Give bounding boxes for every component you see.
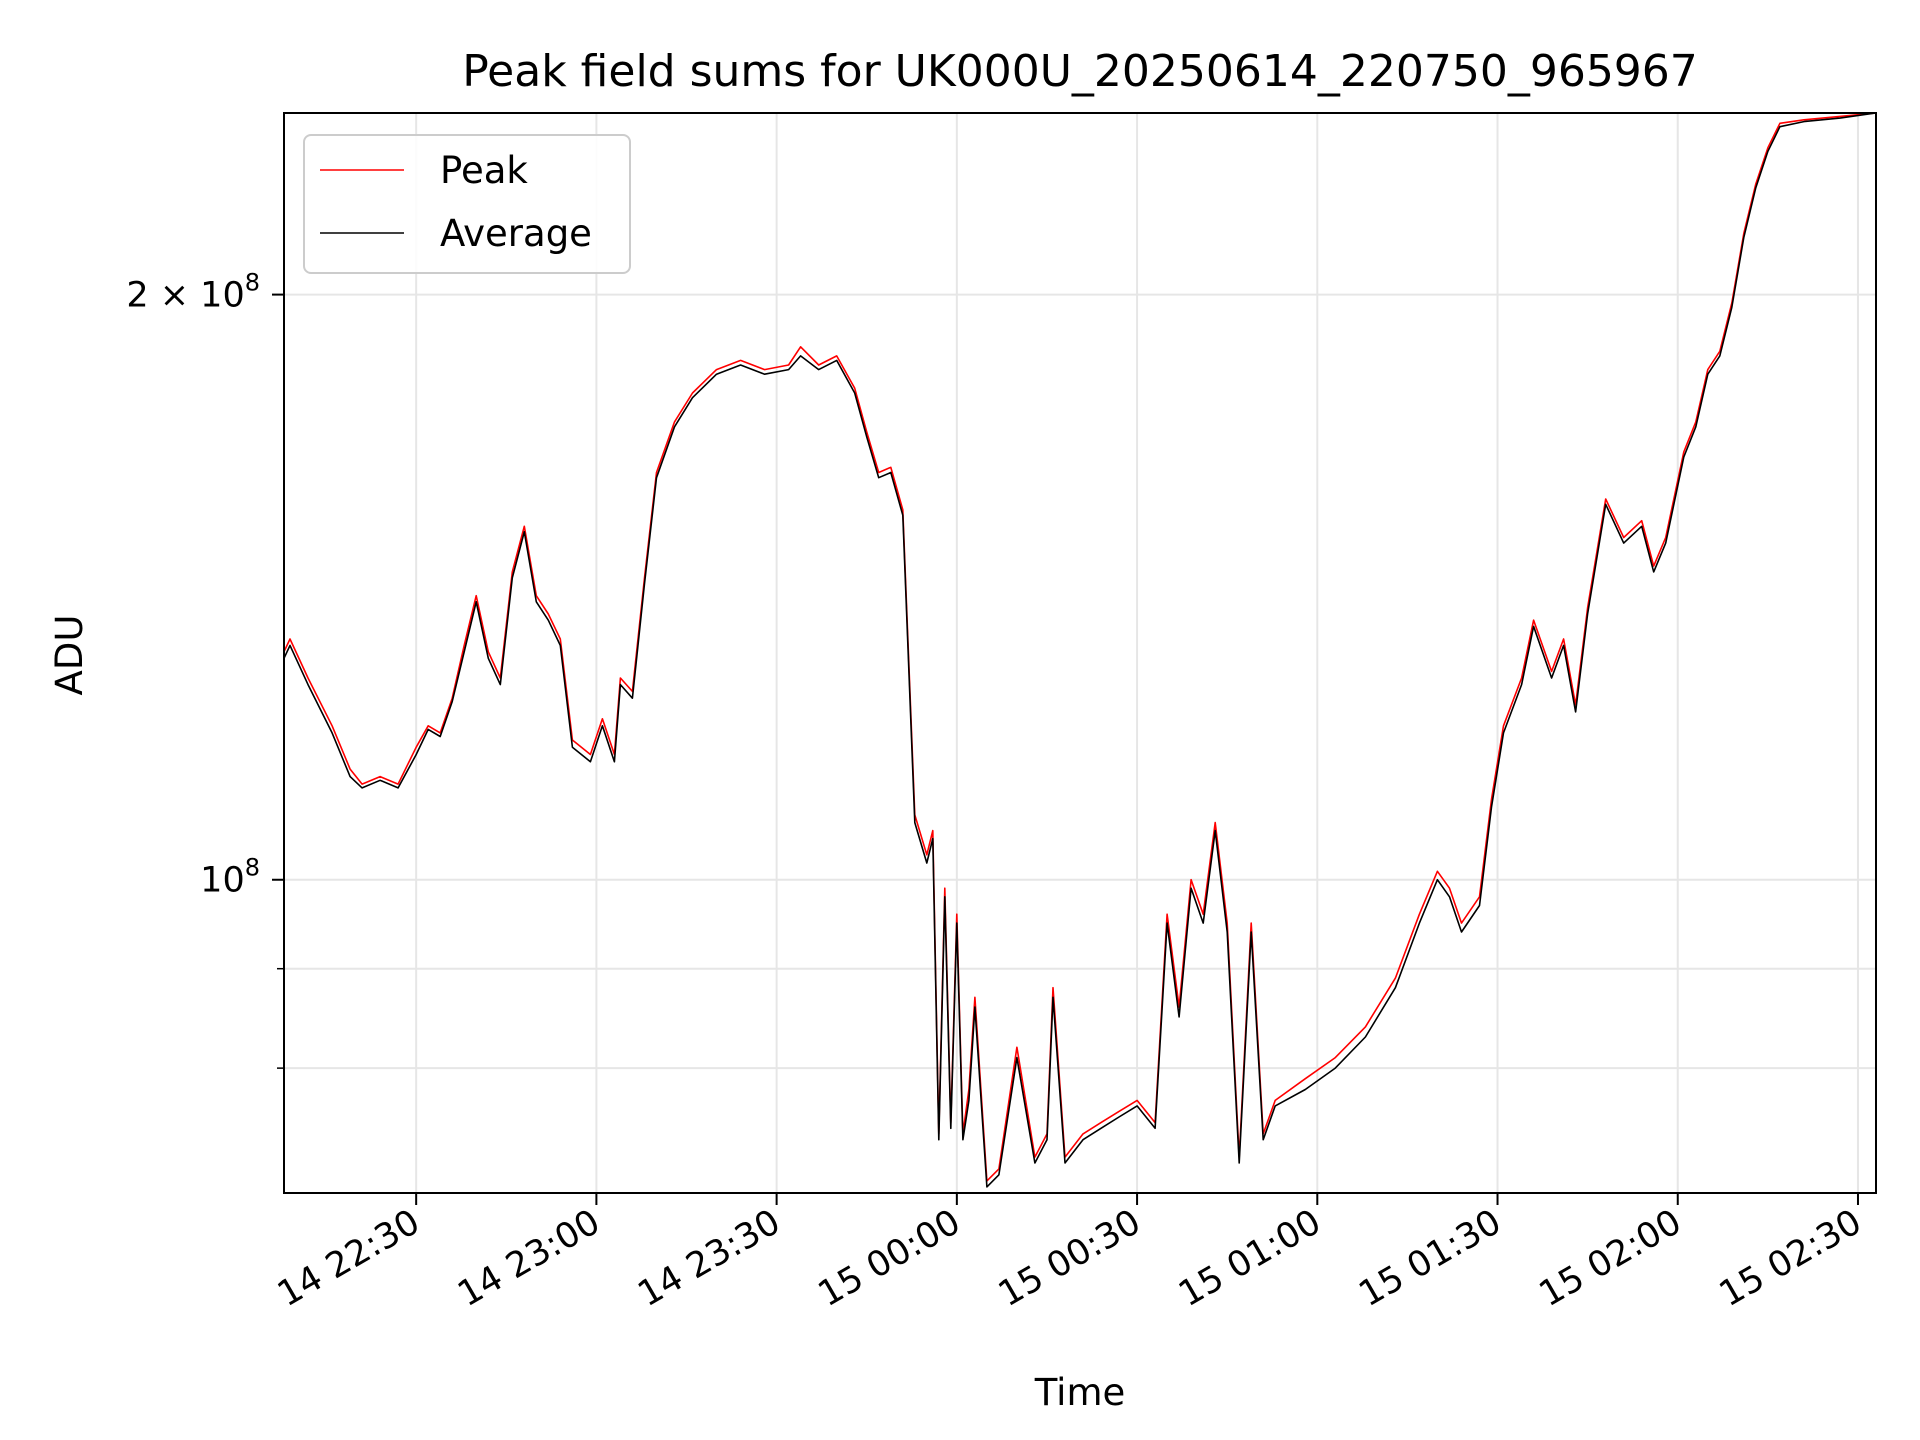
plot-frame <box>283 112 1877 1194</box>
legend-average-label: Average <box>440 212 592 255</box>
x-tick-labels: 14 22:30 14 23:00 14 23:30 15 00:00 15 00:30… <box>271 1202 1868 1315</box>
x-tick-label: 15 01:30 <box>1352 1202 1508 1315</box>
x-tick-label: 15 00:00 <box>812 1202 968 1315</box>
y-axis-label: ADU <box>48 615 91 696</box>
x-tick-label: 15 00:30 <box>992 1202 1148 1315</box>
x-tick-label: 15 01:00 <box>1172 1202 1328 1315</box>
series-line-peak <box>284 113 1876 1182</box>
x-tick-label: 15 02:00 <box>1533 1202 1689 1315</box>
x-tick-label: 14 22:30 <box>271 1202 427 1315</box>
y-tick-label: 108 <box>200 854 260 901</box>
legend: Peak Average <box>303 134 631 274</box>
series-layer <box>284 113 1876 1188</box>
x-axis-label: Time <box>1034 1371 1126 1414</box>
legend-peak-label: Peak <box>440 149 528 192</box>
grid-layer <box>284 113 1876 1193</box>
x-tick-label: 14 23:30 <box>632 1202 788 1315</box>
tick-layer <box>272 293 1859 1205</box>
y-tick-labels: 108 2 × 108 <box>126 269 260 901</box>
series-line-average <box>284 113 1876 1188</box>
x-tick-label: 15 02:30 <box>1713 1202 1869 1315</box>
x-tick-label: 14 23:00 <box>451 1202 607 1315</box>
chart-title: Peak field sums for UK000U_20250614_2207… <box>462 46 1698 97</box>
y-tick-label: 2 × 108 <box>126 269 260 316</box>
